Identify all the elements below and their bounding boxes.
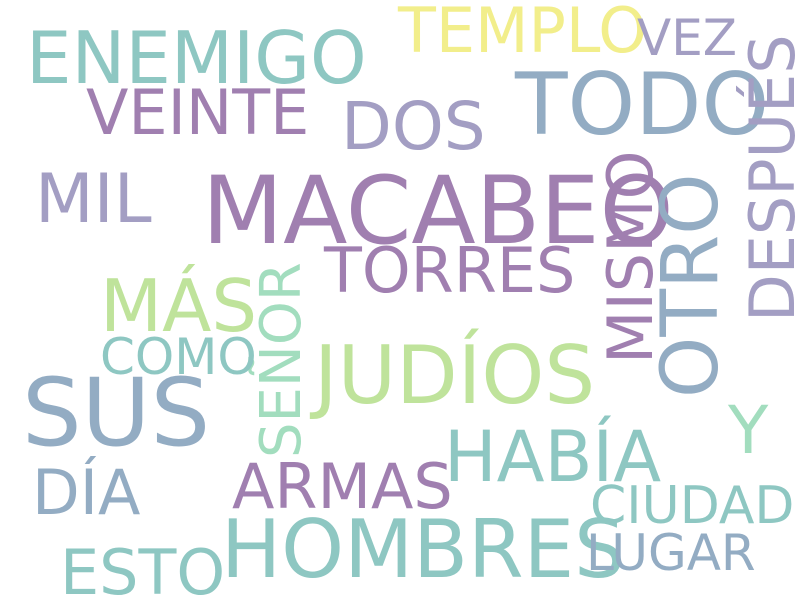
word-otro: OTRO — [646, 173, 736, 398]
word-senor: SEÑOR — [249, 262, 314, 458]
word-ciudad: CIUDAD — [590, 476, 795, 536]
word-torres: TORRES — [324, 234, 576, 307]
word-y: Y — [728, 392, 769, 469]
word-habia: HABÍA — [444, 416, 662, 498]
word-como: COMO — [100, 328, 257, 386]
word-mil: MIL — [35, 160, 152, 239]
word-todo: TODO — [515, 55, 770, 155]
word-despues: DESPUÉS — [736, 34, 800, 322]
word-judios: JUDÍOS — [314, 329, 596, 422]
word-vez: VEZ — [637, 9, 738, 67]
word-mas: MÁS — [100, 264, 258, 348]
word-dia: DÍA — [32, 456, 141, 529]
word-templo: TEMPLO — [398, 0, 648, 67]
word-esto: ESTO — [60, 536, 226, 600]
word-armas: ARMAS — [232, 450, 453, 523]
word-lugar: LUGAR — [586, 524, 756, 582]
word-dos: DOS — [341, 88, 486, 165]
word-hombres: HOMBRES — [221, 503, 625, 596]
word-enemigo: ENEMIGO — [26, 16, 367, 100]
word-sus: SUS — [22, 359, 211, 468]
word-veinte: VEINTE — [86, 76, 310, 149]
word-macabeo: MACABEO — [202, 157, 674, 266]
